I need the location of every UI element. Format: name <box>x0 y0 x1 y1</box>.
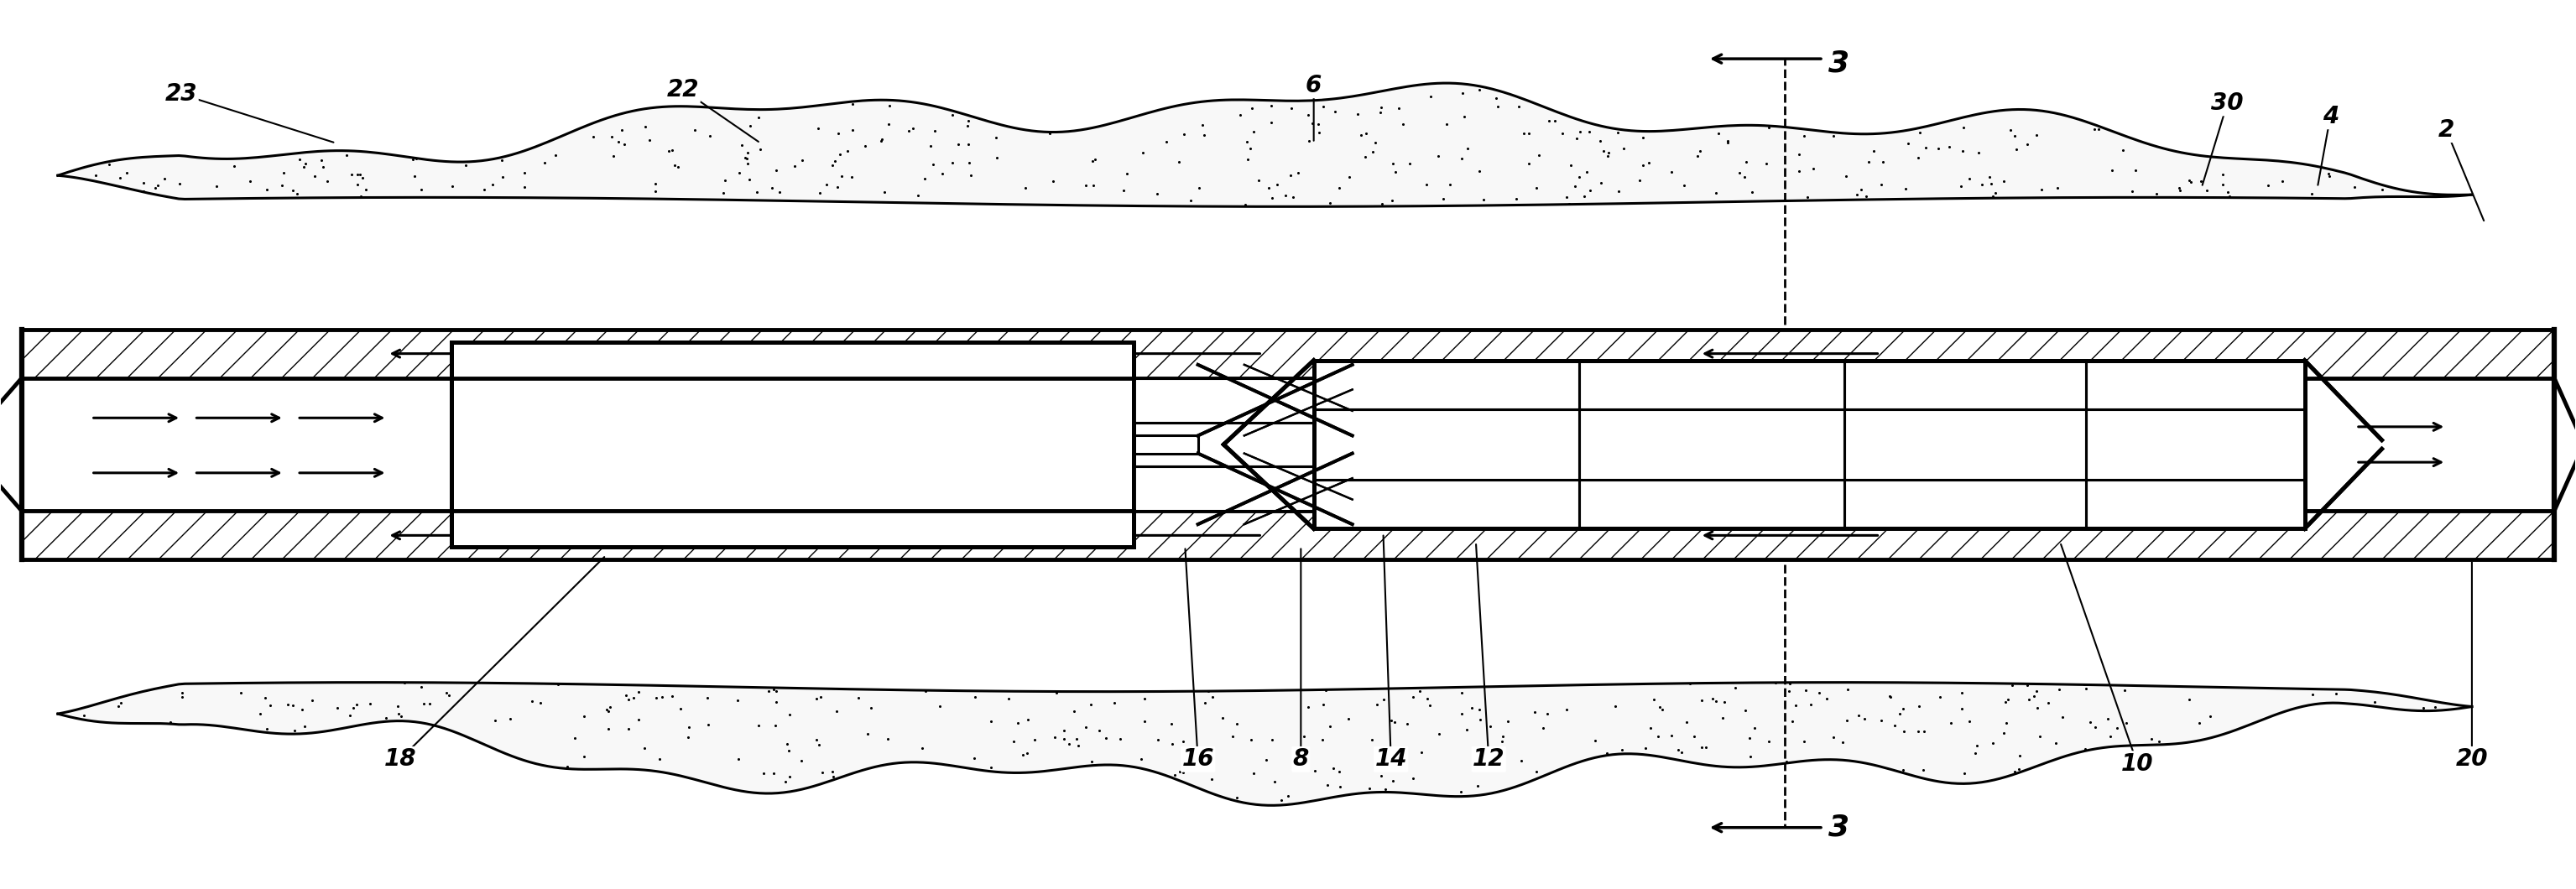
Text: 20: 20 <box>2455 748 2488 771</box>
Text: 14: 14 <box>1376 748 1406 771</box>
Bar <box>1133 378 1314 422</box>
Text: 12: 12 <box>1473 748 1504 771</box>
Text: 3: 3 <box>1829 49 1850 77</box>
Polygon shape <box>57 683 2473 805</box>
Polygon shape <box>21 329 2555 378</box>
Bar <box>451 342 1133 547</box>
Text: 16: 16 <box>1182 748 1213 771</box>
Text: 6: 6 <box>1306 74 1321 97</box>
Bar <box>1314 360 2306 529</box>
Text: 8: 8 <box>1293 748 1309 771</box>
Bar <box>1133 467 1314 511</box>
Bar <box>451 342 1133 547</box>
Polygon shape <box>57 83 2473 206</box>
Text: 3: 3 <box>1829 813 1850 842</box>
Bar <box>451 342 1133 547</box>
Text: 10: 10 <box>2120 752 2154 775</box>
Text: 23: 23 <box>165 83 198 106</box>
Bar <box>1133 378 1314 422</box>
Polygon shape <box>21 329 2555 560</box>
Bar <box>1133 378 1314 422</box>
Bar <box>1133 467 1314 511</box>
Polygon shape <box>57 83 2473 206</box>
Polygon shape <box>21 511 2555 560</box>
Text: 4: 4 <box>2321 105 2339 128</box>
Bar <box>1133 467 1314 511</box>
Text: 2: 2 <box>2437 118 2455 141</box>
Bar <box>1314 360 2306 529</box>
Bar <box>1314 360 2306 529</box>
Text: 30: 30 <box>2210 92 2244 115</box>
Polygon shape <box>57 683 2473 805</box>
Text: 22: 22 <box>667 78 698 101</box>
Text: 18: 18 <box>384 748 417 771</box>
